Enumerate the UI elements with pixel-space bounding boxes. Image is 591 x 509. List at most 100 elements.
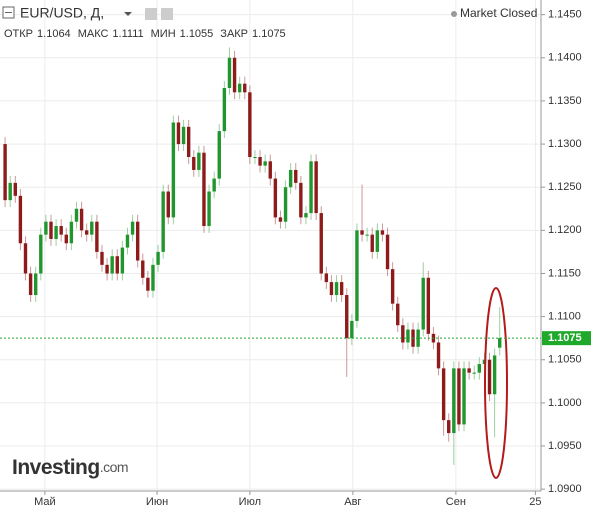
y-tick-label: 1.1300 xyxy=(548,138,582,150)
candles xyxy=(3,47,502,465)
candle-body xyxy=(232,57,237,93)
candle-body xyxy=(181,126,186,145)
candle-body xyxy=(222,87,227,132)
x-tick-label: Сен xyxy=(446,496,466,508)
watermark-name: Investing xyxy=(12,456,100,479)
candle-body xyxy=(309,161,313,214)
ohlc-value: 1.1111 xyxy=(112,28,143,40)
y-tick-label: 1.0950 xyxy=(548,440,582,452)
x-tick-label: Май xyxy=(34,496,56,508)
candle-body xyxy=(350,320,354,339)
candle-body xyxy=(54,226,58,239)
candle-body xyxy=(263,161,267,166)
candle-body xyxy=(161,191,165,252)
last-price-label: 1.1075 xyxy=(548,332,582,344)
y-tick-label: 1.1100 xyxy=(548,311,581,323)
settings-icon[interactable] xyxy=(145,8,157,20)
candle-body xyxy=(146,277,150,291)
candle-body xyxy=(95,221,99,252)
y-tick-label: 1.1350 xyxy=(548,95,582,107)
y-tick-label: 1.1450 xyxy=(548,9,582,21)
candle-body xyxy=(207,191,211,227)
candle-body xyxy=(243,83,247,93)
candle-body xyxy=(248,92,252,158)
candle-body xyxy=(339,282,344,296)
market-status: Market Closed xyxy=(460,6,537,20)
y-tick-label: 1.1200 xyxy=(548,224,582,236)
candle-body xyxy=(492,355,497,395)
candle-body xyxy=(176,122,181,145)
y-tick-label: 1.1150 xyxy=(548,267,581,279)
candle-body xyxy=(59,226,63,235)
candle-body xyxy=(8,182,12,201)
candle-body xyxy=(426,277,431,334)
candle-body xyxy=(401,325,405,343)
candle-body xyxy=(319,213,323,274)
candle-body xyxy=(171,122,176,218)
candle-body xyxy=(416,329,420,347)
x-tick-label: Июн xyxy=(146,496,168,508)
candle-body xyxy=(334,282,339,296)
candle-body xyxy=(390,269,395,304)
ohlc-value: 1.1055 xyxy=(180,28,214,40)
candle-body xyxy=(278,217,283,222)
last-price-tag xyxy=(542,331,591,346)
candle-body xyxy=(355,230,359,321)
candle-body xyxy=(39,234,43,274)
dropdown-arrow[interactable] xyxy=(124,12,132,16)
candle-body xyxy=(135,221,140,261)
candle-body xyxy=(396,303,400,326)
candle-body xyxy=(375,230,380,252)
candle-body xyxy=(100,251,104,265)
y-tick-label: 1.1250 xyxy=(548,181,582,193)
y-tick-label: 1.0900 xyxy=(548,483,582,495)
ohlc-value: 1.1064 xyxy=(37,28,71,40)
candle-body xyxy=(202,152,206,227)
candle-body xyxy=(421,277,425,330)
candle-body xyxy=(283,187,288,222)
watermark: Investing.com xyxy=(12,456,128,479)
candle-body xyxy=(258,157,262,166)
candle-body xyxy=(457,368,461,425)
candle-body xyxy=(192,157,196,170)
candle-body xyxy=(115,256,119,274)
highlight-ellipse xyxy=(484,287,508,479)
candle-body xyxy=(380,230,385,235)
candle-body xyxy=(197,152,201,170)
candle-body xyxy=(441,368,446,421)
candle-body xyxy=(487,359,492,395)
x-tick-label: Авг xyxy=(344,496,361,508)
candle-body xyxy=(110,256,114,274)
candle-body xyxy=(156,251,160,265)
candle-body xyxy=(370,234,374,252)
candle-body xyxy=(227,57,232,88)
settings-icon[interactable] xyxy=(161,8,173,20)
candle-body xyxy=(23,243,28,274)
candle-body xyxy=(498,338,502,348)
candle-body xyxy=(299,182,303,218)
candle-body xyxy=(360,230,364,235)
candle-body xyxy=(268,161,272,179)
candle-body xyxy=(288,169,293,188)
candle-body xyxy=(125,234,130,248)
y-tick-label: 1.1000 xyxy=(548,397,582,409)
candle-body xyxy=(212,178,216,192)
candle-body xyxy=(141,260,145,278)
candle-body xyxy=(237,83,242,93)
candle-body xyxy=(462,368,466,425)
candle-body xyxy=(406,329,410,343)
candle-body xyxy=(324,273,329,283)
candle-body xyxy=(304,213,308,218)
candle-body xyxy=(69,221,74,244)
candle-body xyxy=(329,282,334,296)
candle-body xyxy=(33,273,38,296)
candle-body xyxy=(314,161,318,214)
candle-body xyxy=(467,368,471,373)
candle-body xyxy=(253,157,257,159)
candle-body xyxy=(130,221,135,235)
y-tick-label: 1.1050 xyxy=(548,354,582,366)
candle-body xyxy=(90,221,94,235)
candle-body xyxy=(385,234,390,270)
